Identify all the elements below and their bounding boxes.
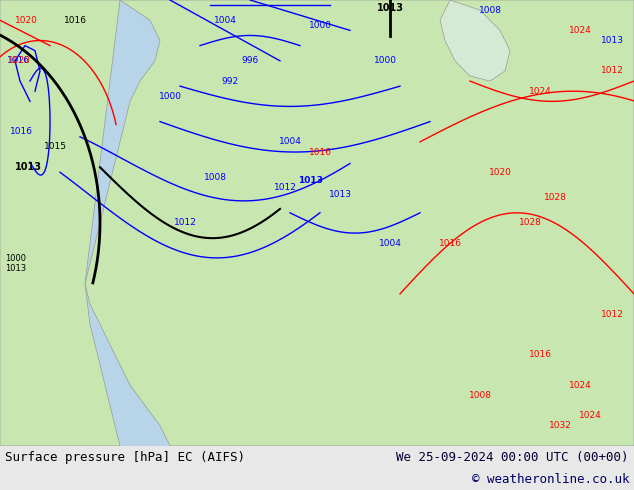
Polygon shape [440, 0, 510, 81]
Text: 1020: 1020 [15, 16, 38, 25]
Text: 996: 996 [242, 56, 259, 65]
Text: 1016: 1016 [10, 127, 33, 136]
Text: 1004: 1004 [214, 16, 236, 25]
Text: 992: 992 [221, 76, 238, 86]
Text: 1012: 1012 [273, 183, 297, 192]
Text: 1004: 1004 [278, 137, 301, 147]
Text: 1024: 1024 [529, 87, 552, 96]
Text: 1013: 1013 [297, 176, 323, 185]
Text: 1008: 1008 [204, 173, 226, 182]
Text: 1015: 1015 [44, 143, 67, 151]
Text: 1000
1013: 1000 1013 [5, 254, 26, 273]
Text: © weatheronline.co.uk: © weatheronline.co.uk [472, 473, 629, 487]
Text: 1008: 1008 [469, 391, 491, 400]
Text: 1012: 1012 [601, 310, 624, 318]
Text: Surface pressure [hPa] EC (AIFS): Surface pressure [hPa] EC (AIFS) [5, 451, 245, 465]
Text: 1020: 1020 [489, 168, 512, 177]
Text: 1013: 1013 [377, 3, 403, 13]
Text: 1012: 1012 [601, 67, 624, 75]
Text: 1016: 1016 [6, 56, 30, 65]
Text: 1024: 1024 [569, 381, 592, 390]
Text: 1016: 1016 [309, 147, 332, 156]
Text: 1016: 1016 [529, 350, 552, 359]
Text: 1000: 1000 [373, 56, 396, 65]
Text: 1016: 1016 [439, 239, 462, 248]
Text: 1024: 1024 [579, 411, 602, 420]
Text: 1013: 1013 [601, 36, 624, 45]
Text: 1016: 1016 [63, 16, 86, 25]
Text: We 25-09-2024 00:00 UTC (00+00): We 25-09-2024 00:00 UTC (00+00) [396, 451, 629, 465]
Text: 1000: 1000 [158, 92, 181, 101]
Polygon shape [85, 0, 634, 446]
Text: 1024: 1024 [569, 26, 592, 35]
Text: 1028: 1028 [519, 219, 541, 227]
Text: 1013: 1013 [328, 190, 351, 199]
Text: 1013: 1013 [15, 162, 41, 172]
Text: 1028: 1028 [543, 193, 566, 202]
Text: 1032: 1032 [548, 421, 571, 430]
Polygon shape [0, 0, 120, 446]
Text: 1020: 1020 [8, 56, 31, 65]
Text: 1000: 1000 [309, 21, 332, 30]
Text: 1012: 1012 [174, 219, 197, 227]
Text: 1004: 1004 [378, 239, 401, 248]
Text: 1008: 1008 [479, 5, 501, 15]
